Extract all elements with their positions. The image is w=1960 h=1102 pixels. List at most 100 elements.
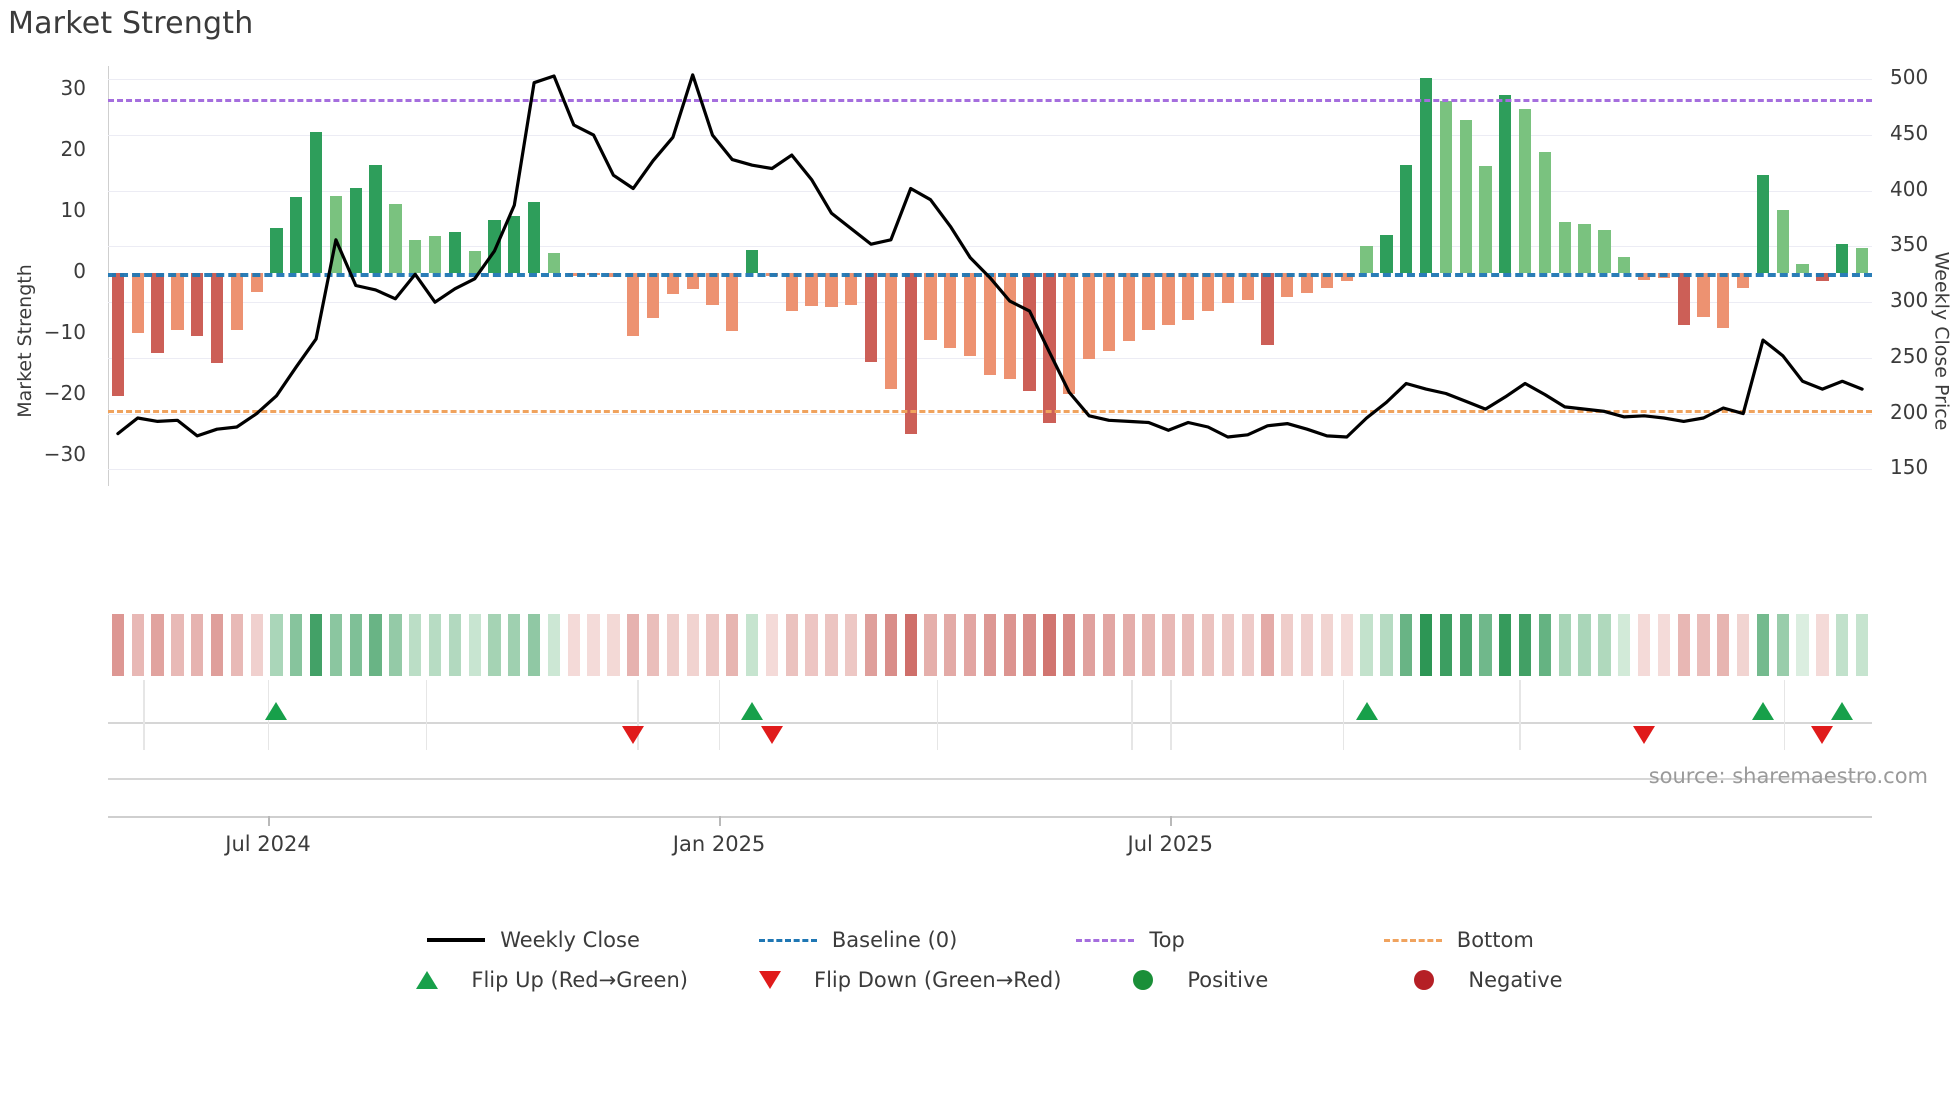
bar	[666, 272, 679, 294]
heat-cell	[309, 614, 323, 676]
heat-cell	[1657, 614, 1671, 676]
heat-cell	[884, 614, 898, 676]
bar	[726, 272, 739, 331]
legend-item-label: Flip Down (Green→Red)	[813, 968, 1062, 992]
x-axis-rule	[108, 816, 1872, 819]
flip-row-tick	[1783, 680, 1786, 750]
chart-legend: Weekly Close Baseline (0) Top Bottom Flip U…	[0, 920, 1960, 1000]
heat-cell	[1479, 614, 1492, 676]
bar	[1756, 174, 1770, 273]
bar	[428, 236, 442, 273]
bar	[1439, 101, 1452, 273]
x-tick-label: Jul 2025	[1127, 832, 1213, 856]
bar	[1836, 243, 1849, 273]
heat-cell	[1419, 614, 1433, 676]
flip-up-marker	[1355, 702, 1378, 720]
bar	[270, 227, 283, 273]
y-tick-right: 250	[1890, 343, 1929, 368]
legend-item[interactable]: Weekly Close	[426, 928, 640, 952]
page-title: Market Strength	[8, 6, 254, 41]
bar	[1300, 272, 1314, 294]
heat-cell	[1063, 614, 1076, 676]
bar	[1558, 221, 1571, 273]
legend-item[interactable]: Top	[1075, 928, 1185, 952]
heat-cell	[111, 614, 125, 676]
heat-cell	[1400, 614, 1413, 676]
bar	[1261, 272, 1274, 345]
gridline	[108, 469, 1872, 471]
bar	[1796, 264, 1809, 273]
top-reference-line	[108, 99, 1872, 103]
heat-cell	[666, 614, 679, 676]
main-plot-area	[108, 66, 1872, 486]
bar	[924, 272, 937, 340]
bar	[389, 204, 402, 273]
legend-item-label: Negative	[1468, 968, 1563, 992]
bar	[1063, 272, 1076, 395]
legend-item-label: Weekly Close	[500, 928, 640, 952]
heat-cell	[1182, 614, 1195, 676]
legend-swatch	[1075, 929, 1135, 951]
bar	[547, 253, 561, 273]
heat-cell	[191, 614, 204, 676]
weekly-close-line	[116, 73, 1864, 439]
heat-cell	[349, 614, 362, 676]
strength-heat-strip	[108, 614, 1872, 676]
heat-cell	[1221, 614, 1234, 676]
legend-item[interactable]: Positive	[1113, 968, 1268, 992]
heat-cell	[904, 614, 917, 676]
heat-cell	[389, 614, 402, 676]
heat-cell	[210, 614, 224, 676]
y-tick-left: 20	[60, 137, 86, 162]
heat-cell	[1201, 614, 1215, 676]
legend-item[interactable]: Flip Up (Red→Green)	[397, 968, 688, 992]
bar	[944, 272, 957, 348]
heat-cell	[944, 614, 957, 676]
heat-cell	[706, 614, 719, 676]
heat-cell	[1538, 614, 1552, 676]
legend-item[interactable]: Flip Down (Green→Red)	[740, 968, 1061, 992]
legend-item[interactable]: Negative	[1394, 968, 1563, 992]
bar	[1459, 120, 1472, 273]
bar	[1519, 108, 1532, 273]
bar	[864, 272, 878, 362]
bar	[1677, 272, 1690, 325]
heat-cell	[428, 614, 442, 676]
heat-cell	[567, 614, 580, 676]
legend-item[interactable]: Baseline (0)	[758, 928, 957, 952]
heat-cell	[1340, 614, 1353, 676]
bar	[983, 272, 997, 376]
bar	[627, 272, 640, 337]
heat-cell	[983, 614, 997, 676]
heat-cell	[290, 614, 303, 676]
y-tick-right: 300	[1890, 288, 1929, 313]
bar	[1776, 209, 1789, 273]
heat-cell	[488, 614, 501, 676]
bar	[488, 220, 501, 273]
x-tick-label: Jan 2025	[672, 832, 766, 856]
bar	[706, 272, 719, 305]
bar	[1419, 77, 1433, 273]
gridline	[108, 190, 1872, 192]
heat-cell	[1281, 614, 1294, 676]
bar	[785, 272, 798, 311]
legend-item[interactable]: Bottom	[1383, 928, 1534, 952]
bar	[1102, 272, 1116, 352]
heat-cell	[964, 614, 977, 676]
legend-swatch	[758, 929, 818, 951]
flip-down-marker	[1811, 726, 1834, 744]
bar	[1697, 272, 1710, 317]
heat-cell	[1043, 614, 1056, 676]
bar	[825, 272, 838, 308]
heat-cell	[805, 614, 818, 676]
heat-cell	[686, 614, 699, 676]
y-tick-left: −10	[43, 319, 86, 344]
line-swatch-icon	[427, 938, 486, 942]
heat-cell	[508, 614, 521, 676]
bar	[1182, 272, 1195, 320]
y-tick-right: 350	[1890, 232, 1929, 257]
legend-row-2: Flip Up (Red→Green) Flip Down (Green→Red)…	[0, 960, 1960, 1000]
bar	[151, 272, 164, 354]
heat-cell	[1519, 614, 1532, 676]
